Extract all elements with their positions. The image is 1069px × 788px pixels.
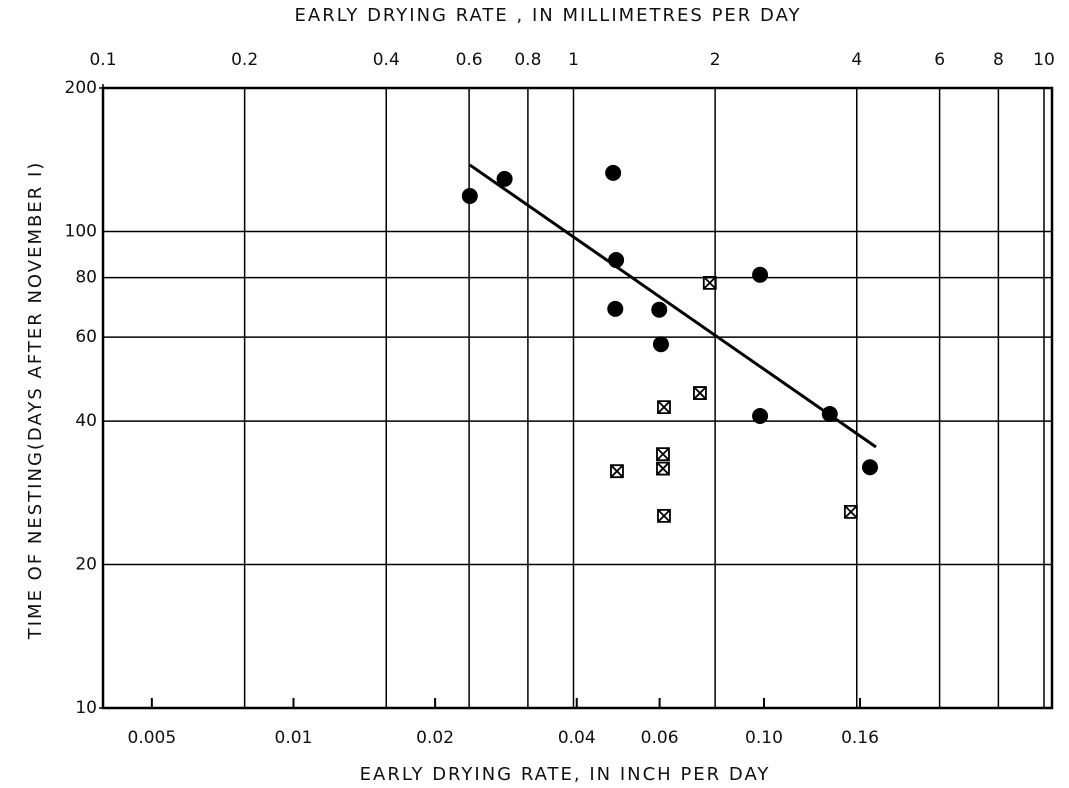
x-tick-label: 0.04 [558, 728, 596, 748]
x2-axis-label: EARLY DRYING RATE , IN MILLIMETRES PER D… [295, 5, 802, 26]
y-tick-label: 40 [75, 411, 97, 431]
x2-tick-label: 0.2 [231, 50, 258, 70]
x2-tick-label: 1 [568, 50, 579, 70]
y-tick-label: 80 [75, 268, 97, 288]
x2-tick-label: 0.6 [456, 50, 483, 70]
data-point [496, 170, 513, 187]
data-point [657, 400, 671, 414]
data-point [651, 301, 668, 318]
data-point [702, 275, 717, 290]
y-axis-label: TIME OF NESTING(DAYS AFTER NOVEMBER I) [25, 161, 46, 641]
x2-tick-label: 6 [934, 50, 945, 70]
data-point [861, 459, 878, 476]
x-tick-label: 0.06 [641, 728, 679, 748]
x-tick-label: 0.01 [275, 728, 313, 748]
x2-tick-label: 10 [1033, 50, 1055, 70]
x2-tick-label: 0.8 [514, 50, 541, 70]
trend-line [468, 163, 877, 449]
data-point [752, 407, 769, 424]
data-point [605, 164, 622, 181]
x-tick-label: 0.10 [745, 728, 783, 748]
data-point [843, 504, 858, 519]
data-point [752, 266, 769, 283]
data-point [461, 187, 478, 204]
x2-tick-label: 8 [993, 50, 1004, 70]
x-axis-label: EARLY DRYING RATE, IN INCH PER DAY [360, 764, 771, 785]
data-point [652, 336, 669, 353]
data-point [607, 300, 624, 317]
x2-tick-label: 4 [851, 50, 862, 70]
y-tick-label: 10 [75, 698, 97, 718]
data-point [610, 464, 624, 479]
x2-tick-label: 0.4 [373, 50, 400, 70]
y-tick-label: 60 [75, 327, 97, 347]
x2-tick-label: 0.1 [89, 50, 116, 70]
data-point [693, 386, 707, 400]
x-tick-label: 0.005 [128, 728, 177, 748]
data-point [656, 447, 670, 462]
x2-tick-label: 2 [710, 50, 721, 70]
data-point [657, 508, 671, 523]
x-tick-label: 0.02 [416, 728, 454, 748]
y-tick-label: 20 [75, 555, 97, 575]
y-tick-label: 200 [65, 78, 97, 98]
data-point [656, 461, 670, 476]
y-tick-label: 100 [65, 221, 97, 241]
x-tick-label: 0.16 [841, 728, 879, 748]
